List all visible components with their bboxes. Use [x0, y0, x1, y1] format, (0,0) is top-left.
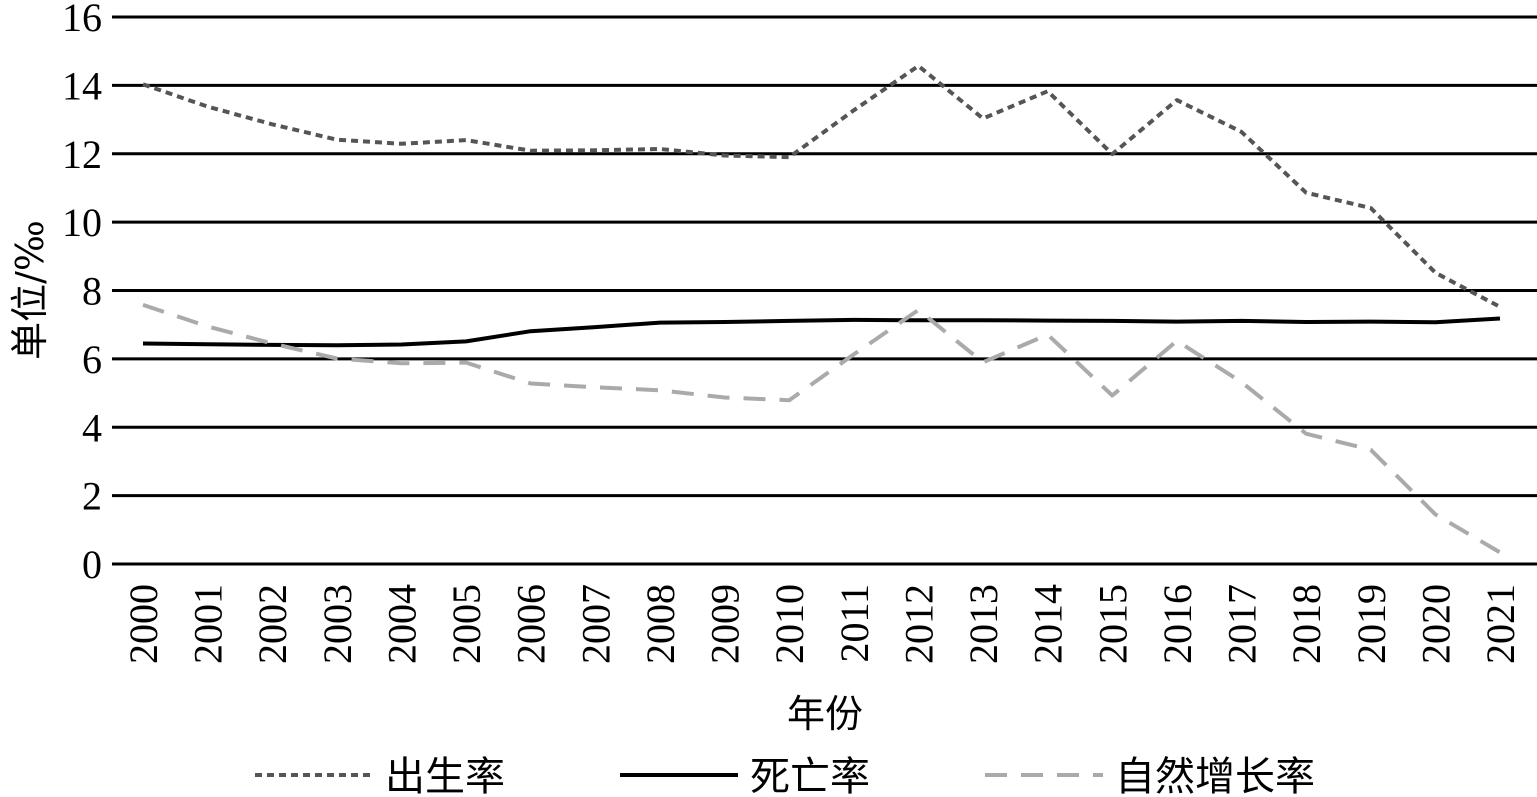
- x-tick-label: 2001: [186, 584, 231, 664]
- series-line-1: [142, 316, 1501, 348]
- x-tick-label: 2021: [1478, 584, 1523, 664]
- x-tick-label: 2015: [1090, 584, 1135, 664]
- series-lines: [142, 63, 1502, 555]
- gridlines: [112, 15, 1537, 566]
- series-line-2: [142, 303, 1502, 555]
- x-tick-label: 2007: [573, 584, 618, 664]
- x-tick-label: 2008: [638, 584, 683, 664]
- y-tick-label: 12: [62, 132, 102, 177]
- x-tick-label: 2019: [1349, 584, 1394, 664]
- legend-label-1: 死亡率: [750, 754, 870, 797]
- x-tick-label: 2012: [896, 584, 941, 664]
- legend-label-2: 自然增长率: [1115, 754, 1315, 797]
- x-tick-label: 2018: [1284, 584, 1329, 664]
- x-tick-label: 2014: [1026, 584, 1071, 664]
- x-tick-label: 2013: [961, 584, 1006, 664]
- y-tick-label: 14: [62, 63, 102, 108]
- x-tick-label: 2005: [444, 584, 489, 664]
- x-tick-label: 2003: [315, 584, 360, 664]
- legend-label-0: 出生率: [385, 754, 505, 797]
- series-line-0: [142, 63, 1501, 309]
- y-axis-ticks: 0 2 4 6 8 10 12 14 16: [62, 0, 102, 587]
- y-tick-label: 0: [82, 542, 102, 587]
- x-axis-title: 年份: [787, 692, 863, 736]
- y-tick-label: 8: [82, 269, 102, 314]
- x-tick-label: 2000: [121, 584, 166, 664]
- x-tick-label: 2004: [379, 584, 424, 664]
- y-tick-label: 6: [82, 337, 102, 382]
- y-tick-label: 16: [62, 0, 102, 40]
- x-tick-label: 2017: [1220, 584, 1265, 664]
- x-tick-label: 2002: [250, 584, 295, 664]
- legend: 出生率 死亡率 自然增长率: [255, 754, 1315, 797]
- x-tick-label: 2009: [703, 584, 748, 664]
- x-tick-label: 2010: [767, 584, 812, 664]
- x-axis-ticks: 2000 2001 2002 2003 2004 2005 2006 2007 2008 2009…: [121, 584, 1523, 664]
- y-axis-title: 单位/‰: [8, 220, 52, 360]
- y-tick-label: 4: [82, 405, 102, 450]
- y-tick-label: 2: [82, 474, 102, 519]
- y-tick-label: 10: [62, 200, 102, 245]
- x-tick-label: 2020: [1413, 584, 1458, 664]
- x-tick-label: 2006: [509, 584, 554, 664]
- x-tick-label: 2016: [1155, 584, 1200, 664]
- x-tick-label: 2011: [832, 584, 877, 663]
